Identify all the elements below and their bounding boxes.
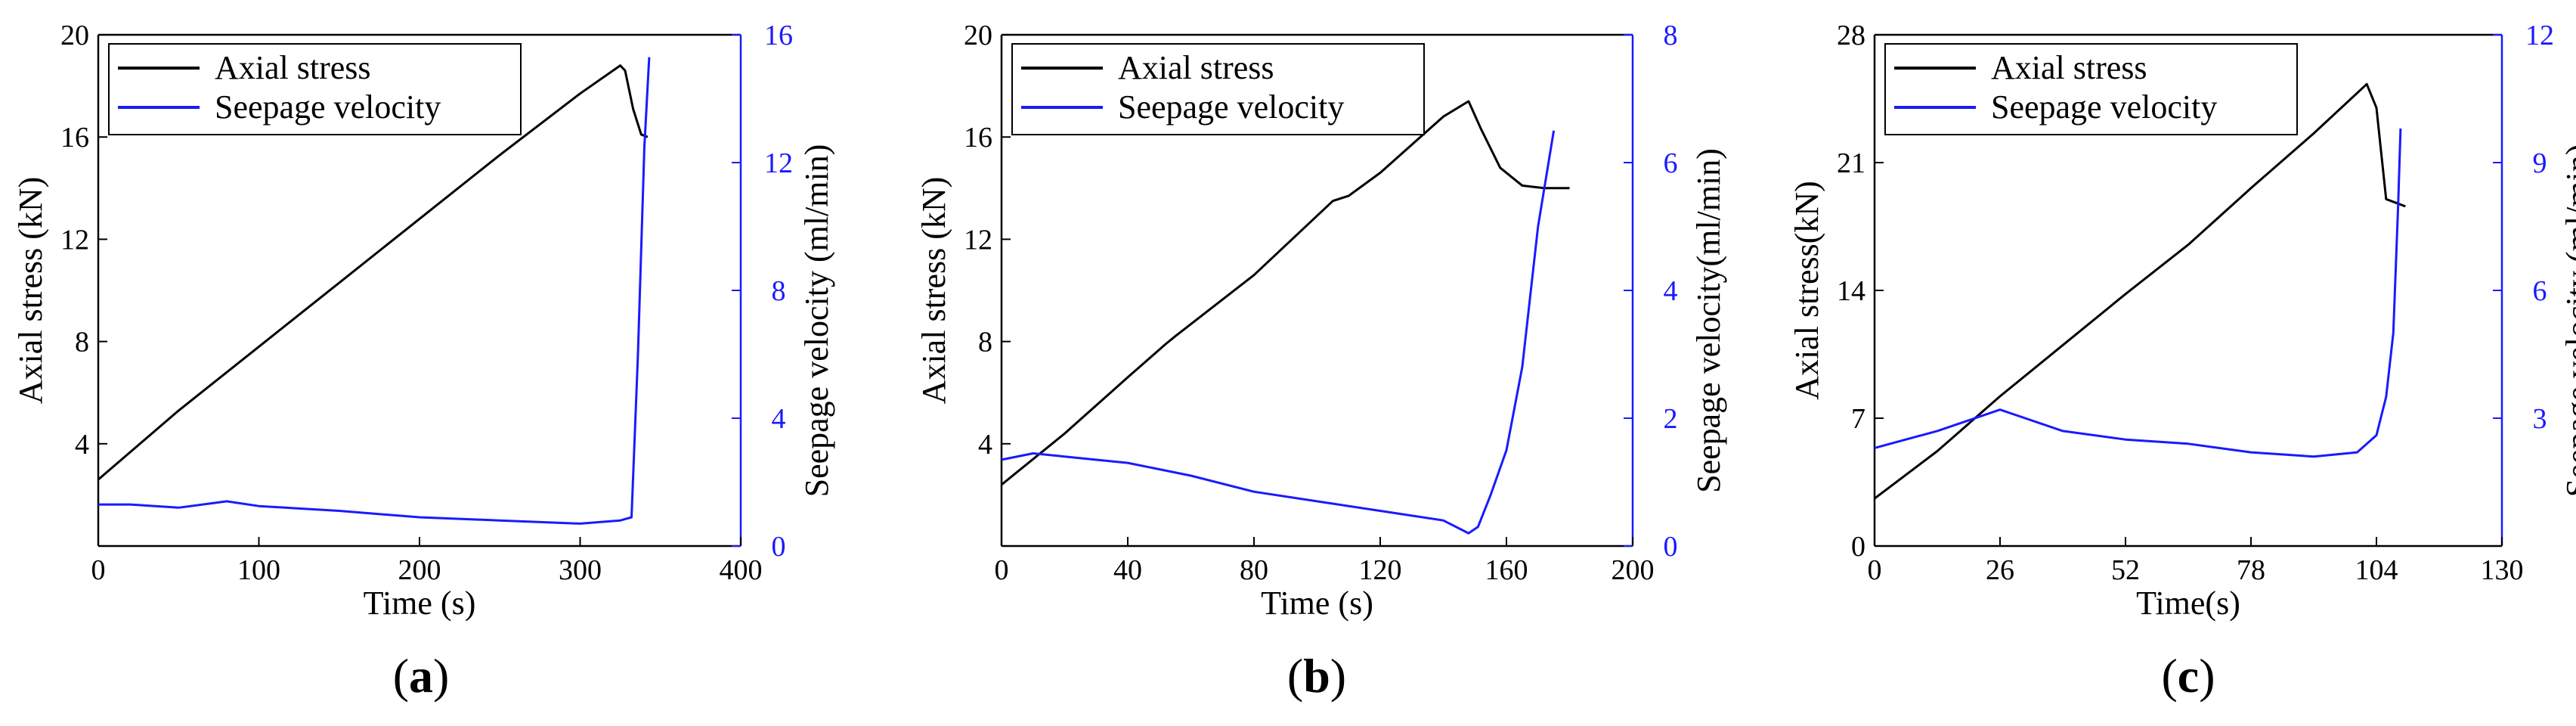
- panel-caption: (a): [393, 649, 450, 703]
- x-tick-label: 78: [2237, 554, 2265, 586]
- x-tick-label: 200: [398, 554, 441, 586]
- x-tick-label: 104: [2355, 554, 2398, 586]
- y2-axis-label: Seepage velocity(ml/min): [1690, 148, 1727, 493]
- panel-caption-open-paren: (: [2161, 649, 2177, 703]
- x-axis-label: Time (s): [1261, 585, 1373, 622]
- x-tick-label: 200: [1612, 554, 1655, 586]
- y-tick-label: 4: [978, 429, 992, 461]
- x-tick-label: 26: [1986, 554, 2014, 586]
- y-tick-label: 16: [60, 122, 89, 154]
- y-tick-label: 0: [1851, 531, 1865, 563]
- y2-tick-label: 16: [764, 20, 793, 51]
- seepage-velocity-line: [98, 57, 651, 525]
- y2-tick-label: 8: [772, 275, 786, 307]
- legend-label-seepage-velocity: Seepage velocity: [215, 88, 441, 126]
- legend-label-axial-stress: Axial stress: [1991, 49, 2147, 86]
- y2-axis-label: Seepage velocity (ml/min): [798, 144, 835, 498]
- y-tick-label: 14: [1837, 275, 1865, 307]
- y-tick-label: 4: [75, 429, 89, 461]
- panel-caption: (c): [2161, 649, 2215, 703]
- y2-tick-label: 8: [1664, 20, 1678, 51]
- panel-caption-letter: c: [2178, 649, 2199, 703]
- legend-box: [1884, 43, 2298, 135]
- y2-tick-label: 9: [2533, 147, 2547, 179]
- x-tick-label: 160: [1485, 554, 1528, 586]
- y2-tick-label: 2: [1664, 403, 1678, 435]
- seepage-velocity-line: [1001, 130, 1556, 535]
- y2-tick-label: 0: [1664, 531, 1678, 563]
- seepage-velocity-line: [1874, 128, 2402, 458]
- x-tick-label: 120: [1359, 554, 1402, 586]
- panel-caption-close-paren: ): [2199, 649, 2215, 703]
- x-tick-label: 100: [237, 554, 280, 586]
- x-axis-label: Time (s): [364, 585, 476, 622]
- panel-caption-close-paren: ): [433, 649, 449, 703]
- y2-tick-label: 12: [2525, 20, 2554, 51]
- x-tick-label: 130: [2481, 554, 2524, 586]
- x-tick-label: 0: [995, 554, 1009, 586]
- y-tick-label: 12: [60, 224, 89, 256]
- x-axis-label: Time(s): [2136, 585, 2240, 622]
- y-tick-label: 8: [75, 327, 89, 358]
- x-tick-label: 0: [91, 554, 106, 586]
- y2-tick-label: 3: [2533, 403, 2547, 435]
- x-tick-label: 0: [1868, 554, 1882, 586]
- y-tick-label: 21: [1837, 147, 1865, 179]
- axial-stress-line: [1001, 100, 1570, 486]
- panel-caption-letter: a: [409, 649, 433, 703]
- legend-box: [1011, 43, 1425, 135]
- y2-tick-label: 6: [1664, 147, 1678, 179]
- y2-tick-label: 12: [764, 147, 793, 179]
- axial-stress-line: [1874, 82, 2406, 500]
- y-axis-label: Axial stress (kN): [915, 177, 952, 405]
- legend-label-seepage-velocity: Seepage velocity: [1991, 88, 2217, 126]
- chart-panel-c: 0 26 52 78 104 130 0 7 14 21 28 3 6 9 12 Time(s) Axial s…: [1788, 20, 2576, 703]
- y-tick-label: 28: [1837, 20, 1865, 51]
- x-tick-label: 40: [1113, 554, 1142, 586]
- y2-tick-label: 0: [772, 531, 786, 563]
- axial-stress-line: [98, 64, 649, 481]
- y-tick-label: 20: [60, 20, 89, 51]
- legend-label-seepage-velocity: Seepage velocity: [1118, 88, 1344, 126]
- legend-label-axial-stress: Axial stress: [1118, 49, 1274, 86]
- x-tick-label: 400: [720, 554, 763, 586]
- y-tick-label: 8: [978, 327, 992, 358]
- y-tick-label: 20: [964, 20, 992, 51]
- y2-tick-label: 6: [2533, 275, 2547, 307]
- panel-caption-open-paren: (: [1287, 649, 1303, 703]
- y2-tick-label: 4: [1664, 275, 1678, 307]
- y-axis-label: Axial stress (kN): [12, 177, 49, 405]
- y-tick-label: 16: [964, 122, 992, 154]
- panel-caption-letter: b: [1303, 649, 1330, 703]
- y2-axis-label: Seepage velocity (ml/min): [2559, 144, 2576, 498]
- panel-caption-open-paren: (: [393, 649, 409, 703]
- x-tick-label: 80: [1240, 554, 1268, 586]
- y-tick-label: 7: [1851, 403, 1865, 435]
- y-tick-label: 12: [964, 224, 992, 256]
- x-tick-label: 52: [2111, 554, 2140, 586]
- x-tick-label: 300: [559, 554, 602, 586]
- legend-label-axial-stress: Axial stress: [215, 49, 371, 86]
- panel-caption: (b): [1287, 649, 1346, 703]
- y-axis-label: Axial stress(kN): [1788, 181, 1825, 400]
- panel-caption-close-paren: ): [1330, 649, 1346, 703]
- legend-box: [108, 43, 522, 135]
- y2-tick-label: 4: [772, 403, 786, 435]
